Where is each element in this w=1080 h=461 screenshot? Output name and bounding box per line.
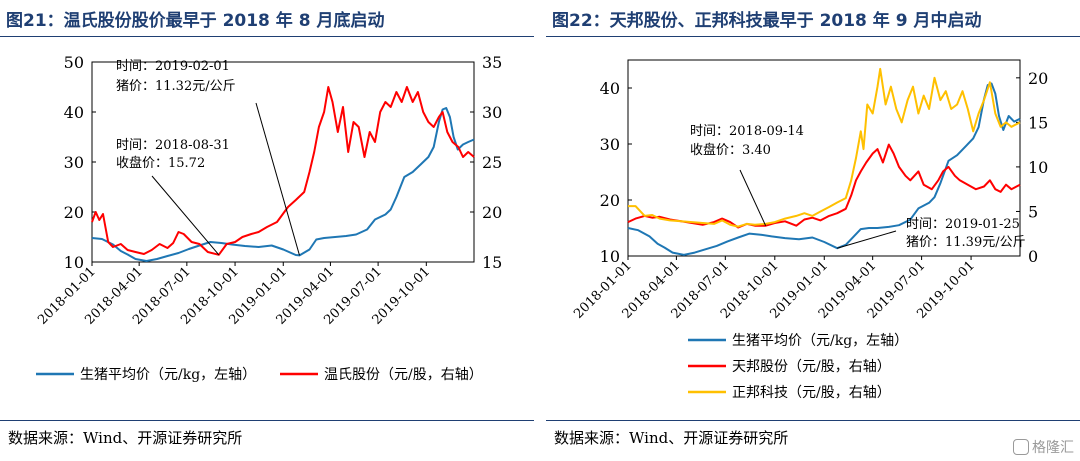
line-chart-svg: 102030405015202530352018-01-012018-04-01… [35,53,502,383]
annotation-text: 时间：2018-08-31 [116,138,230,153]
watermark: 格隆汇 [1013,437,1074,457]
source-rule [0,420,534,421]
left-y-tick-label: 40 [600,79,620,98]
right-y-tick-label: 10 [1028,158,1048,177]
chart-panel-right: 图22：天邦股份、正邦科技最早于 2018 年 9 月中启动 10 20 30 40 0… [546,0,1080,461]
right-y-tick-label: 35 [482,53,502,72]
left-y-tick-label: 30 [600,135,620,154]
series-line [91,107,475,262]
annotation-leader-line [151,175,220,256]
annotation-text: 时间：2019-01-25 [906,217,1020,232]
right-y-tick-label: 5 [1028,202,1038,221]
title-rule [546,36,1080,37]
right-y-tick-label: 0 [1028,247,1038,266]
left-y-tick-label: 20 [64,203,84,222]
series-line [627,143,1021,229]
annotation-text: 时间：2019-02-01 [116,59,230,74]
left-y-tick-label: 10 [64,253,84,272]
annotation-leader-line [739,169,767,226]
left-y-tick-label: 40 [64,103,84,122]
annotation-text: 猪价：11.32元/公斤 [116,79,236,94]
series-line [91,86,475,256]
left-y-tick-label: 20 [600,191,620,210]
legend-label: 正邦科技（元/股，右轴） [732,385,891,401]
chart-title: 图22：天邦股份、正邦科技最早于 2018 年 9 月中启动 [552,11,982,31]
source-rule [546,420,1080,421]
legend-label: 生猪平均价（元/kg，左轴） [80,367,256,383]
left-y-tick-label: 50 [64,53,84,72]
annotation-text: 收盘价：3.40 [690,142,771,158]
right-y-tick-label: 15 [482,253,502,272]
right-y-tick-label: 25 [482,153,502,172]
annotation-leader-line [255,102,300,256]
chart-title: 图21：温氏股份股价最早于 2018 年 8 月底启动 [6,11,385,31]
watermark-logo-icon [1013,439,1029,455]
left-y-tick-label: 10 [600,247,620,266]
legend-label: 生猪平均价（元/kg，左轴） [732,333,908,349]
series-line [628,67,1021,228]
annotation-text: 时间：2018-09-14 [690,124,804,139]
title-rule [0,36,534,37]
chart-panel-left: 图21：温氏股份股价最早于 2018 年 8 月底启动 10 20 30 40 50 15… [0,0,534,461]
annotation-leader-line [837,230,897,249]
legend-label: 天邦股份（元/股，右轴） [732,359,891,375]
right-y-tick-label: 20 [1028,69,1048,88]
legend-label: 温氏股份（元/股，右轴） [324,367,483,383]
right-y-tick-label: 15 [1028,113,1048,132]
data-source-note: 数据来源：Wind、开源证券研究所 [554,429,789,447]
watermark-text: 格隆汇 [1032,440,1074,456]
annotation-text: 猪价：11.39元/公斤 [906,235,1026,250]
right-y-tick-label: 20 [482,203,502,222]
line-chart-svg: 10203040051015202018-01-012018-04-012018… [571,59,1048,401]
annotation-text: 收盘价：15.72 [116,155,205,171]
data-source-note: 数据来源：Wind、开源证券研究所 [8,429,243,447]
right-y-tick-label: 30 [482,103,502,122]
left-y-tick-label: 30 [64,153,84,172]
